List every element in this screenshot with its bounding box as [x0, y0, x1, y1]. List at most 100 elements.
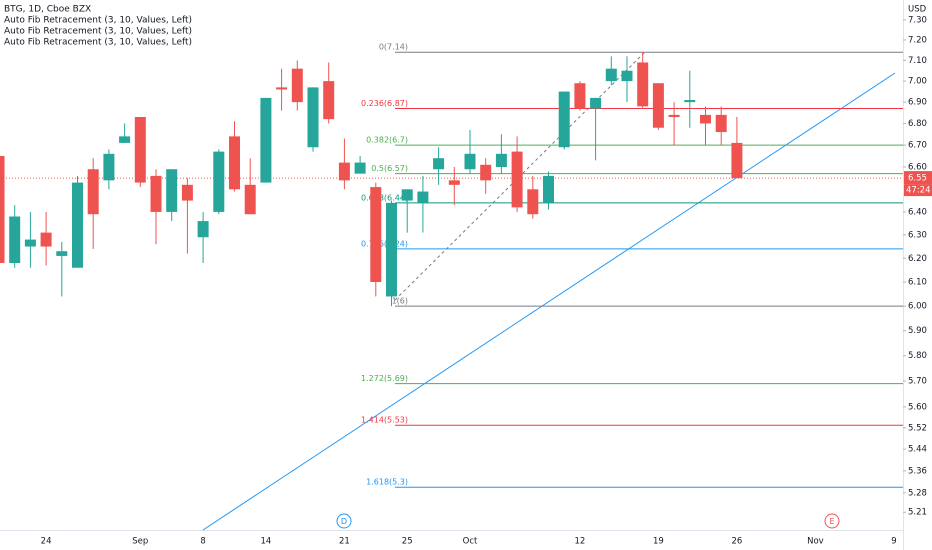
y-tick-label: 6.20 [908, 254, 927, 264]
candle-body [621, 70, 633, 82]
legend-entry: BTG, 1D, Cboe BZX [4, 5, 91, 15]
y-tick-label: 5.44 [908, 445, 927, 455]
candle-body [150, 175, 162, 212]
fib-label: 1(6) [392, 297, 408, 306]
candle-body [590, 97, 602, 109]
candle-body [260, 97, 272, 183]
event-label: D [341, 517, 347, 526]
candle-body [652, 83, 664, 128]
candle-body [684, 100, 696, 103]
y-tick-label: 6.60 [908, 163, 927, 173]
candle-body [386, 202, 397, 297]
price-tag-label: 6.55 [908, 174, 927, 184]
event-marker [824, 513, 840, 529]
candle-body [40, 232, 52, 247]
y-tick-label: 6.00 [908, 302, 927, 312]
fib-label: 1.618(5.3) [366, 478, 408, 487]
candle-body [448, 180, 460, 185]
currency-label: USD [908, 5, 927, 15]
fib-label: 0.618(6.44) [361, 193, 408, 202]
candle-body [370, 187, 382, 283]
y-tick-label: 6.40 [908, 207, 927, 217]
trend-line [202, 72, 896, 531]
legend-entry: Auto Fib Retracement (3, 10, Values, Lef… [4, 38, 192, 48]
fib-label: 1.272(5.69) [361, 374, 408, 383]
candle-body [574, 83, 586, 109]
fib-label: 0.236(6.87) [361, 99, 408, 108]
axes: 7.30 7.20 7.10 7.00 6.90 6.80 6.70 6.60 6.40 6.30… [4, 5, 932, 547]
x-tick-label: 14 [260, 537, 271, 547]
candle-body [24, 239, 36, 247]
x-tick-label: 12 [574, 537, 585, 547]
candle-body [103, 153, 115, 181]
candle-body [244, 184, 256, 215]
y-tick-label: 5.60 [908, 402, 927, 412]
fib-layer: 0(7.14) 0.236(6.87) 0.382(6.7) 0.5(6.57) 0.6… [0, 43, 903, 488]
candle-body [558, 91, 570, 148]
candle-body [197, 221, 209, 238]
y-tick-label: 5.90 [908, 326, 927, 336]
x-tick-label: 26 [731, 537, 742, 547]
candle-body [134, 117, 146, 183]
legend-entry: Auto Fib Retracement (3, 10, Values, Lef… [4, 27, 192, 37]
y-tick-label: 5.28 [908, 488, 927, 498]
x-tick-label: 19 [653, 537, 664, 547]
y-tick-label: 6.70 [908, 141, 927, 151]
candle-body [605, 68, 617, 82]
candle-body [87, 169, 99, 215]
event-label: E [829, 517, 834, 526]
price-tag [904, 171, 932, 185]
countdown-label: 47:24 [906, 186, 931, 196]
candle-body [291, 68, 303, 103]
candle-body [495, 153, 507, 168]
x-tick-label: Nov [807, 537, 824, 547]
fib-label: 0.5(6.57) [371, 164, 408, 173]
candle-body [307, 87, 319, 148]
event-marker [336, 513, 352, 529]
x-tick-label: 25 [402, 537, 413, 547]
y-tick-label: 6.90 [908, 98, 927, 108]
candle-body [543, 175, 554, 203]
x-tick-label: 9 [891, 537, 896, 547]
candle-body [276, 87, 288, 90]
candle-body [181, 184, 193, 201]
y-tick-label: 6.30 [908, 230, 927, 240]
candle-body [119, 136, 131, 143]
y-tick-label: 5.70 [908, 377, 927, 387]
candle-body [72, 182, 83, 268]
candle-body [527, 189, 539, 215]
candle-body [480, 164, 492, 181]
legend-entry: Auto Fib Retracement (3, 10, Values, Lef… [4, 16, 192, 26]
y-tick-label: 5.80 [908, 351, 927, 361]
candle-body [401, 189, 413, 201]
candle-body [166, 169, 178, 212]
x-tick-label: Oct [463, 537, 478, 547]
x-tick-label: 24 [41, 537, 52, 547]
fib-label: 0.382(6.7) [366, 136, 408, 145]
candle-body [715, 114, 727, 133]
fib-label: 0.786(6.24) [361, 239, 408, 248]
candle-body [511, 151, 523, 208]
y-tick-label: 7.00 [908, 77, 927, 87]
candle-body [417, 191, 429, 203]
candle-body [354, 162, 366, 174]
candle-body [731, 142, 743, 179]
x-tick-label: 8 [200, 537, 205, 547]
candle-body [229, 136, 240, 190]
y-tick-label: 7.30 [908, 15, 927, 25]
y-tick-label: 5.21 [908, 508, 927, 518]
candle-body [0, 155, 5, 263]
countdown-tag [904, 184, 932, 197]
candle-body [338, 162, 350, 181]
candle-body [433, 158, 445, 170]
y-tick-label: 6.80 [908, 119, 927, 129]
fib-label: 0(7.14) [379, 43, 408, 52]
candle-body [700, 114, 711, 124]
y-tick-label: 5.36 [908, 466, 927, 476]
x-tick-label: Sep [132, 537, 148, 547]
candle-body [323, 81, 335, 120]
candle-body [637, 62, 649, 107]
candle-body [213, 151, 225, 212]
